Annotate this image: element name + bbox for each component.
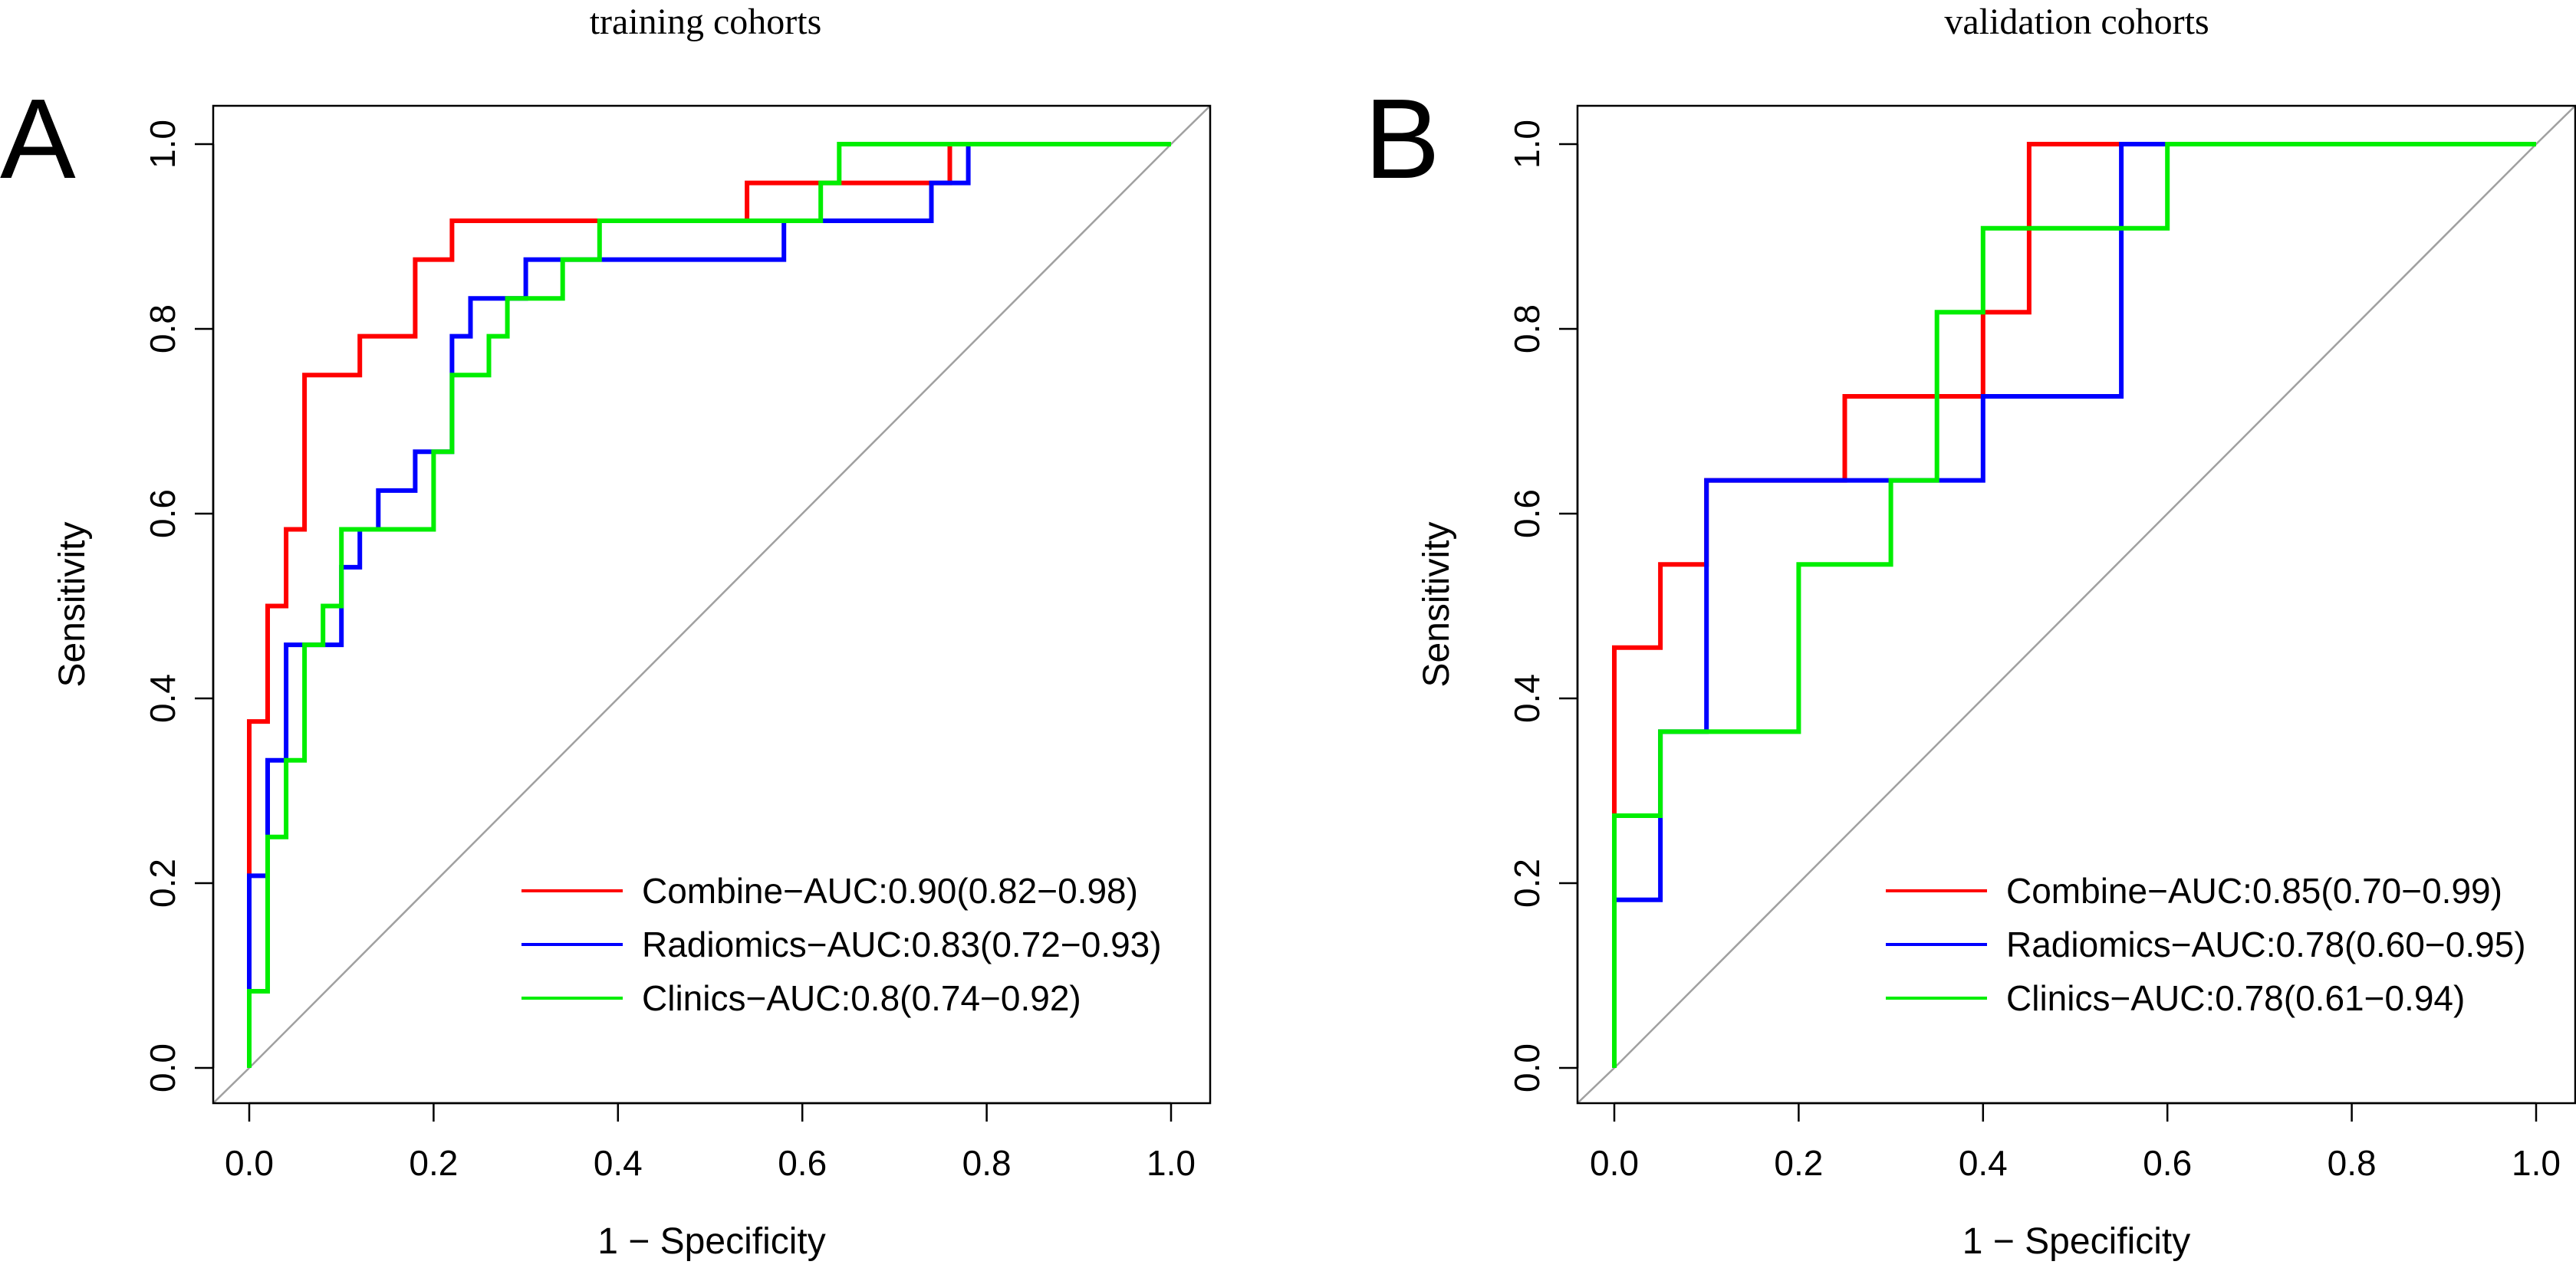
x-tick-label: 0.6 [2143,1143,2192,1183]
diagonal-reference-line [1614,143,2537,1069]
x-tick-label: 0.6 [778,1143,827,1183]
x-tick-label: 0.2 [1774,1143,1823,1183]
y-tick-label: 0.6 [143,489,183,538]
legend-label-combine: Combine−AUC:0.85(0.70−0.99) [2006,871,2502,911]
y-tick-label: 0.8 [143,304,183,353]
y-tick-label: 0.0 [143,1043,183,1092]
roc-curve-clinics [247,142,1171,1068]
x-tick-label: 0.8 [962,1143,1012,1183]
y-tick-label: 0.2 [1507,859,1547,908]
y-tick-label: 0.4 [1507,674,1547,723]
chart-title: validation cohorts [1944,2,2209,42]
y-tick-label: 0.6 [1507,489,1547,538]
panel-letter: B [1364,76,1440,202]
y-axis-title: Sensitivity [52,521,93,687]
diagonal-extension-high [1170,105,1211,145]
legend-label-combine: Combine−AUC:0.90(0.82−0.98) [642,871,1138,911]
diagonal-extension-high [2535,105,2576,145]
x-tick-label: 1.0 [2512,1143,2561,1183]
legend-label-clinics: Clinics−AUC:0.78(0.61−0.94) [2006,978,2465,1018]
diagonal-extension-low [212,1067,250,1104]
legend: Combine−AUC:0.85(0.70−0.99) Radiomics−AUC… [1886,871,2526,1018]
x-tick-label: 1.0 [1147,1143,1196,1183]
legend-label-radiomics: Radiomics−AUC:0.83(0.72−0.93) [642,925,1162,964]
x-axis-title: 1 − Specificity [597,1221,825,1262]
chart-title: training cohorts [590,2,822,42]
y-axis-title: Sensitivity [1416,521,1457,687]
x-tick-label: 0.0 [225,1143,274,1183]
legend-label-clinics: Clinics−AUC:0.8(0.74−0.92) [642,978,1081,1018]
y-tick-label: 0.2 [143,859,183,908]
panel-letter: A [0,76,76,202]
x-tick-label: 0.0 [1590,1143,1639,1183]
x-tick-label: 0.8 [2328,1143,2377,1183]
x-tick-label: 0.4 [1959,1143,2008,1183]
diagonal-extension-low [1577,1067,1615,1104]
roc-curve-radiomics [1612,142,2536,1068]
roc-curve-clinics [1612,142,2536,1068]
x-tick-label: 0.4 [594,1143,643,1183]
roc-curve-radiomics [247,142,1171,1068]
y-tick-label: 0.8 [1507,304,1547,353]
y-tick-label: 0.4 [143,674,183,723]
legend-label-radiomics: Radiomics−AUC:0.78(0.60−0.95) [2006,925,2526,964]
x-tick-label: 0.2 [409,1143,458,1183]
y-tick-label: 1.0 [1507,120,1547,169]
y-tick-label: 0.0 [1507,1043,1547,1092]
y-tick-label: 1.0 [143,120,183,169]
roc-curve-combine [247,142,1171,1068]
legend: Combine−AUC:0.90(0.82−0.98) Radiomics−AUC… [521,871,1162,1018]
x-axis-title: 1 − Specificity [1962,1221,2190,1262]
diagonal-reference-line [248,143,1172,1069]
